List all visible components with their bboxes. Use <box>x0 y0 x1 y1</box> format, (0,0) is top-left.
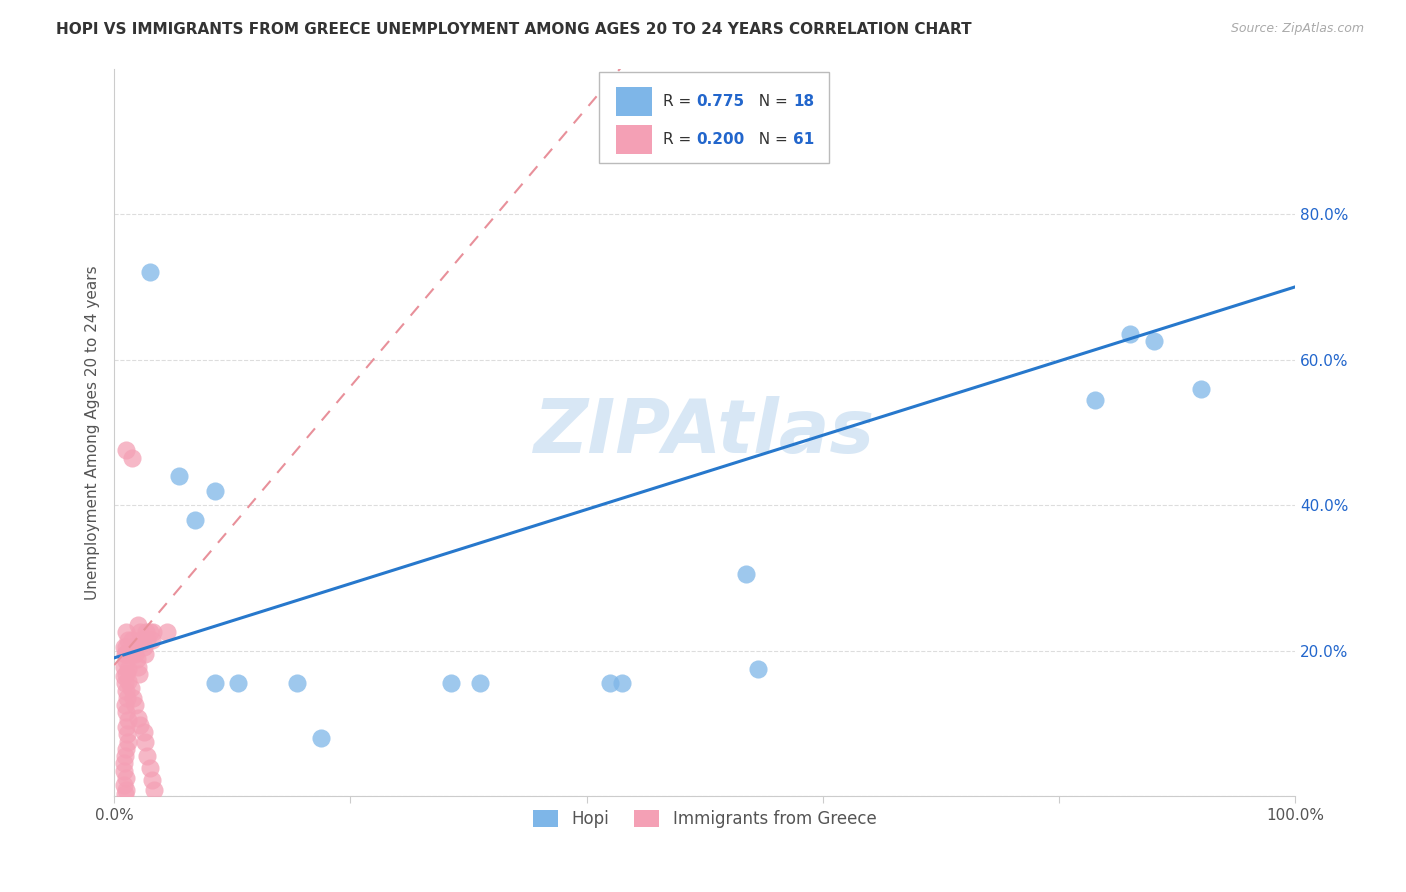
Point <box>121 450 143 465</box>
Text: 0.200: 0.200 <box>696 132 745 147</box>
Point <box>747 662 769 676</box>
Text: N =: N = <box>748 94 792 109</box>
FancyBboxPatch shape <box>599 72 830 163</box>
Point <box>114 647 136 661</box>
Point <box>114 749 136 764</box>
Point <box>132 640 155 654</box>
Point <box>131 632 153 647</box>
Point <box>112 778 135 792</box>
Y-axis label: Unemployment Among Ages 20 to 24 years: Unemployment Among Ages 20 to 24 years <box>86 265 100 599</box>
Point <box>112 756 135 771</box>
Point <box>135 625 157 640</box>
Point <box>115 690 138 705</box>
Text: 0.775: 0.775 <box>696 94 745 109</box>
Text: HOPI VS IMMIGRANTS FROM GREECE UNEMPLOYMENT AMONG AGES 20 TO 24 YEARS CORRELATIO: HOPI VS IMMIGRANTS FROM GREECE UNEMPLOYM… <box>56 22 972 37</box>
Point <box>470 676 492 690</box>
Point <box>183 513 205 527</box>
Point <box>599 676 621 690</box>
Point <box>129 625 152 640</box>
Legend: Hopi, Immigrants from Greece: Hopi, Immigrants from Greece <box>527 804 883 835</box>
Point <box>285 676 308 690</box>
Point <box>115 783 138 797</box>
Point <box>132 725 155 739</box>
Point <box>114 676 136 690</box>
Point <box>735 567 758 582</box>
Text: 61: 61 <box>793 132 814 147</box>
Point <box>115 443 138 458</box>
Point <box>124 640 146 654</box>
Point <box>122 640 145 654</box>
Point <box>117 674 139 689</box>
Point <box>112 659 135 673</box>
Text: ZIPAtlas: ZIPAtlas <box>534 396 876 469</box>
Point <box>127 659 149 673</box>
Text: R =: R = <box>664 132 696 147</box>
Point <box>129 718 152 732</box>
Point <box>112 640 135 654</box>
Bar <box>616 87 651 116</box>
Point <box>115 625 138 640</box>
Point <box>115 727 138 741</box>
Point <box>204 676 226 690</box>
Point <box>1084 392 1107 407</box>
Point <box>1189 382 1212 396</box>
Point <box>117 632 139 647</box>
Point <box>138 625 160 640</box>
Point <box>226 676 249 690</box>
Point <box>125 652 148 666</box>
Point <box>115 720 138 734</box>
Text: Source: ZipAtlas.com: Source: ZipAtlas.com <box>1230 22 1364 36</box>
Point <box>309 731 332 745</box>
Point <box>136 749 159 764</box>
Point <box>124 698 146 713</box>
Point <box>167 469 190 483</box>
Point <box>1119 327 1142 342</box>
Point <box>115 640 138 654</box>
Point <box>115 647 138 661</box>
Point <box>156 625 179 640</box>
Point <box>134 647 156 661</box>
Point <box>117 713 139 727</box>
Point <box>115 771 138 785</box>
Point <box>136 632 159 647</box>
Point <box>138 265 160 279</box>
Point <box>127 710 149 724</box>
Point <box>117 734 139 748</box>
Point <box>117 662 139 676</box>
Point <box>120 681 142 696</box>
Point <box>143 783 166 797</box>
Point <box>204 483 226 498</box>
Point <box>128 666 150 681</box>
Point <box>115 655 138 669</box>
Point <box>142 625 165 640</box>
Point <box>121 647 143 661</box>
Point <box>134 734 156 748</box>
Point <box>115 741 138 756</box>
Point <box>138 761 160 775</box>
Point <box>112 764 135 778</box>
Point <box>114 787 136 801</box>
Point <box>124 647 146 661</box>
Point <box>115 706 138 720</box>
Point <box>440 676 463 690</box>
Point <box>121 632 143 647</box>
Point <box>610 676 633 690</box>
Text: R =: R = <box>664 94 696 109</box>
Point <box>127 618 149 632</box>
Point <box>141 773 163 788</box>
Point <box>1143 334 1166 349</box>
Text: N =: N = <box>748 132 792 147</box>
Point <box>112 669 135 683</box>
Point <box>114 698 136 713</box>
Bar <box>616 125 651 154</box>
Point <box>141 632 163 647</box>
Point <box>122 690 145 705</box>
Text: 18: 18 <box>793 94 814 109</box>
Point <box>115 683 138 698</box>
Point <box>115 666 138 681</box>
